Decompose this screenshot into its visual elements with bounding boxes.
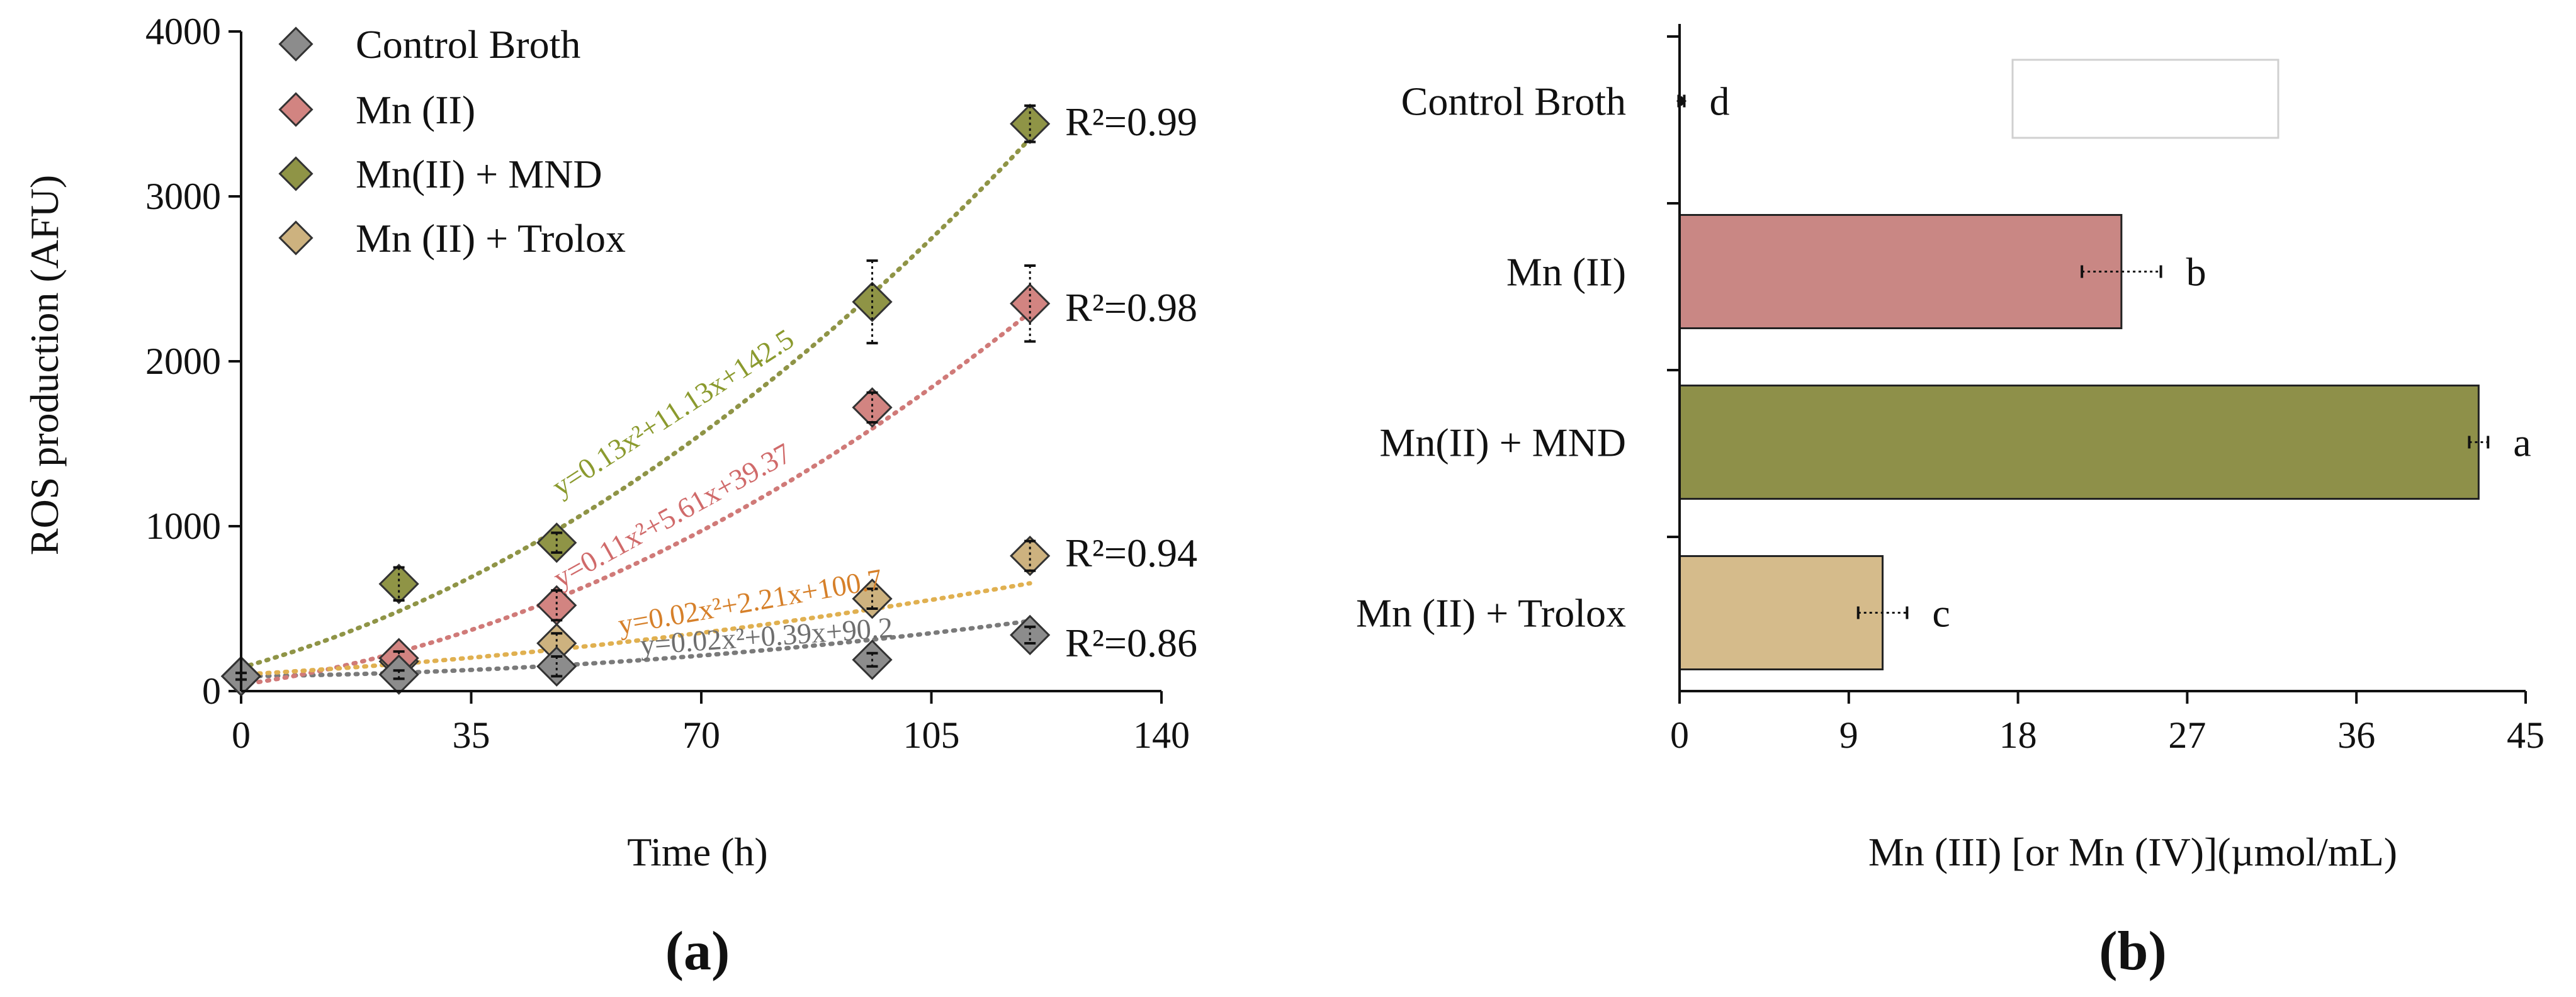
data-point <box>1010 614 1051 656</box>
r2-label-mn-ii: R²=0.98 <box>1065 285 1197 330</box>
x-axis-title: Time (h) <box>627 830 767 874</box>
bar-chart-panel: 0 9 18 27 36 45 Control Broth d Mn (II) b Mn(II) +… <box>1356 24 2545 982</box>
chart-b-ticks <box>1667 35 2527 704</box>
x-tick-label: 70 <box>682 714 720 756</box>
y-axis-title: ROS production (AFU) <box>22 175 67 555</box>
legend-label: Mn (II) + Trolox <box>356 216 626 261</box>
significance-letter: c <box>1932 591 1950 636</box>
y-tick-label: 0 <box>202 670 221 712</box>
chart-a-axes <box>240 31 1161 692</box>
x-tick-label: 36 <box>2337 714 2375 756</box>
chart-a-labels: 0 35 70 105 140 0 1000 2000 3000 4000 <box>145 11 1190 756</box>
y-tick-label: 1000 <box>145 505 221 547</box>
legend-marker <box>278 220 314 256</box>
data-point <box>536 585 577 626</box>
x-tick-label: 35 <box>453 714 490 756</box>
data-point <box>536 522 577 563</box>
panel-label-b: (b) <box>2099 921 2167 982</box>
chart-b-labels: 0 9 18 27 36 45 Control Broth d Mn (II) b Mn(II) +… <box>1356 79 2545 757</box>
bar <box>1678 214 2123 329</box>
trendline <box>239 310 1032 687</box>
r2-label-control-broth: R²=0.86 <box>1065 621 1197 665</box>
panel-label-a: (a) <box>665 921 730 982</box>
data-point <box>378 654 419 695</box>
legend-label: Mn(II) + MND <box>356 152 602 196</box>
category-label: Mn (II) + Trolox <box>1356 591 1626 636</box>
chart-b-axes <box>1678 24 2526 692</box>
significance-letter: d <box>1709 79 1729 124</box>
trendline <box>239 136 1032 670</box>
x-tick-label: 0 <box>232 714 251 756</box>
chart-a-trendlines <box>239 136 1032 687</box>
data-point <box>852 387 893 428</box>
category-label: Control Broth <box>1401 79 1626 124</box>
data-point <box>378 563 419 604</box>
legend-marker <box>278 92 314 127</box>
chart-b-bars <box>1676 94 2490 670</box>
trendline <box>239 581 1032 677</box>
x-tick-label: 105 <box>903 714 960 756</box>
x-tick-label: 18 <box>1999 714 2037 756</box>
y-tick-label: 3000 <box>145 176 221 217</box>
legend: Control Broth Mn (II) Mn(II) + MND Mn (I… <box>278 22 626 261</box>
line-chart-panel: 0 35 70 105 140 0 1000 2000 3000 4000 Control Bro… <box>22 11 1197 982</box>
x-tick-label: 9 <box>1839 714 1858 756</box>
legend-marker <box>278 26 314 62</box>
data-point <box>1010 536 1051 577</box>
r2-label-mn-ii-trolox: R²=0.94 <box>1065 531 1197 575</box>
x-axis-title: Mn (III) [or Mn (IV)](µmol/mL) <box>1868 830 2397 874</box>
x-tick-label: 27 <box>2168 714 2206 756</box>
legend-item-mn-ii-trolox: Mn (II) + Trolox <box>278 216 626 261</box>
category-label: Mn(II) + MND <box>1379 420 1626 465</box>
data-point <box>536 646 577 687</box>
y-tick-label: 4000 <box>145 11 221 52</box>
bar <box>1678 555 1884 670</box>
x-tick-label: 0 <box>1670 714 1689 756</box>
x-tick-label: 140 <box>1133 714 1190 756</box>
legend-item-mn-ii: Mn (II) <box>278 87 475 132</box>
r2-label-mn-ii-mnd: R²=0.99 <box>1065 99 1197 144</box>
x-tick-label: 45 <box>2507 714 2545 756</box>
legend-label: Control Broth <box>356 22 580 67</box>
empty-inset-box <box>2011 59 2279 139</box>
significance-letter: b <box>2186 250 2206 295</box>
legend-item-mn-ii-mnd: Mn(II) + MND <box>278 152 602 196</box>
data-point <box>852 578 893 619</box>
chart-a-ticks <box>229 30 1163 704</box>
legend-item-control-broth: Control Broth <box>278 22 580 67</box>
category-label: Mn (II) <box>1506 250 1626 295</box>
legend-marker <box>278 156 314 191</box>
significance-letter: a <box>2513 420 2531 465</box>
trendline <box>239 619 1032 679</box>
legend-label: Mn (II) <box>356 87 475 132</box>
bar <box>1678 385 2480 500</box>
y-tick-label: 2000 <box>145 341 221 382</box>
